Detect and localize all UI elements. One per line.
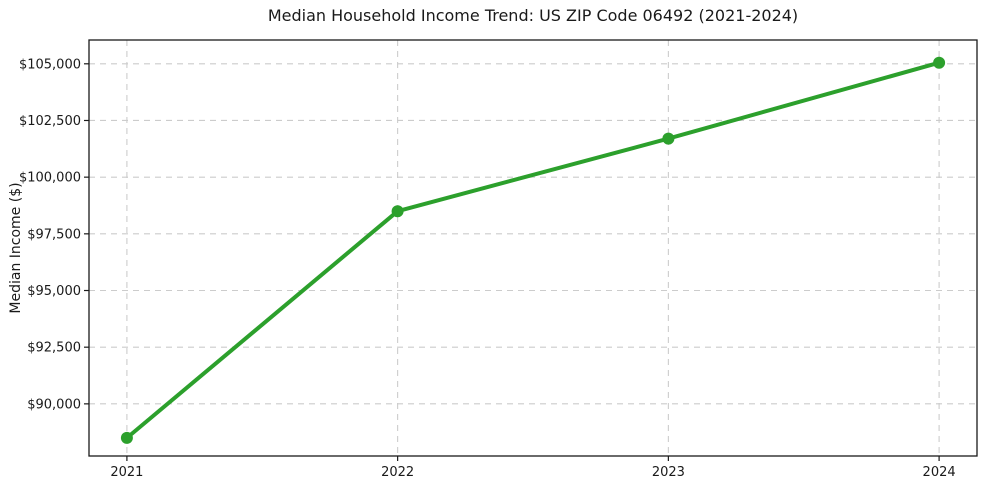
data-point-marker xyxy=(662,132,675,145)
y-tick-label: $95,000 xyxy=(27,284,81,299)
y-tick-label: $90,000 xyxy=(27,397,81,412)
y-tick-label: $100,000 xyxy=(19,171,81,186)
y-tick-label: $97,500 xyxy=(27,227,81,242)
trend-line xyxy=(124,60,942,440)
x-tick-label: 2023 xyxy=(652,465,685,480)
data-point-marker xyxy=(120,431,133,444)
data-point-marker xyxy=(933,56,946,69)
chart-title: Median Household Income Trend: US ZIP Co… xyxy=(267,6,799,25)
y-tick-label: $105,000 xyxy=(19,57,81,72)
x-tick-label: 2021 xyxy=(110,465,143,480)
x-tick-label: 2022 xyxy=(381,465,414,480)
plot-border xyxy=(88,39,978,457)
y-tick-label: $102,500 xyxy=(19,114,81,129)
data-point-marker xyxy=(391,205,404,218)
y-tick-label: $92,500 xyxy=(27,341,81,356)
x-tick-label: 2024 xyxy=(923,465,956,480)
